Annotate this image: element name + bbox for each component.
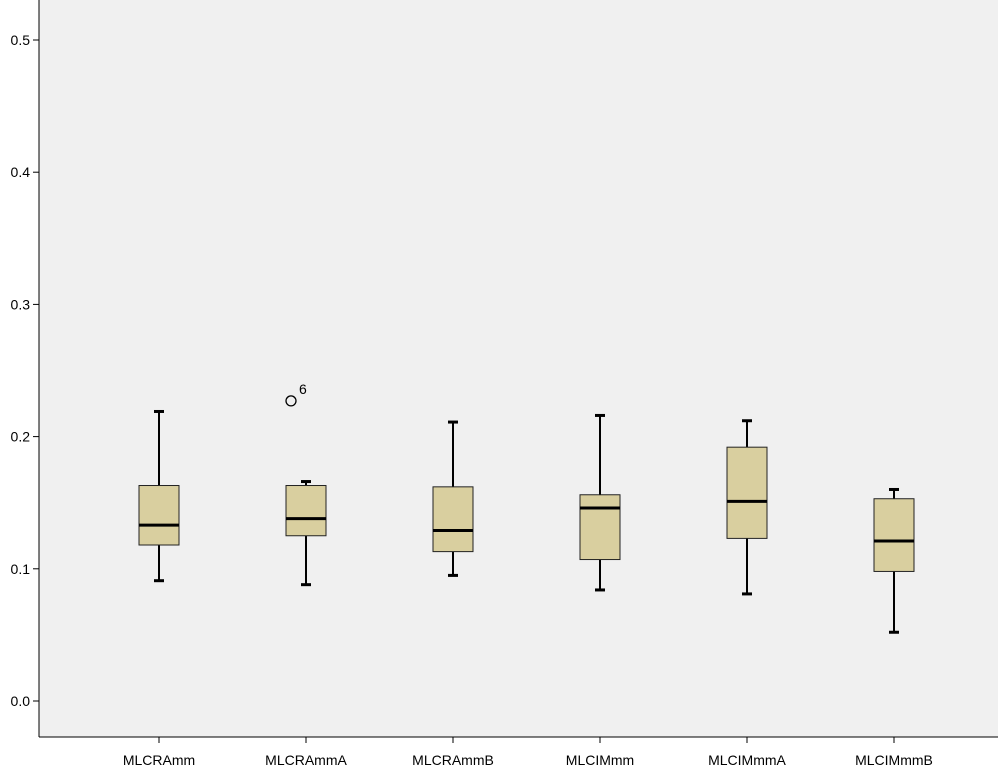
y-tick-label: 0.4 xyxy=(11,164,31,180)
y-tick-label: 0.1 xyxy=(11,561,31,577)
x-tick-label: MLCRAmmA xyxy=(265,752,347,768)
x-tick-label: MLCIMmmB xyxy=(855,752,933,768)
box-iqr xyxy=(579,494,621,561)
x-tick-label: MLCIMmmA xyxy=(708,752,786,768)
box-MLCRAmm xyxy=(138,409,180,583)
x-tick-label: MLCRAmmB xyxy=(412,752,494,768)
plot-area xyxy=(39,0,998,737)
box-MLCIMmmA xyxy=(726,419,768,596)
box-iqr xyxy=(873,498,915,572)
y-tick-label: 0.3 xyxy=(11,296,31,312)
box-MLCIMmm xyxy=(579,413,621,592)
y-tick-label: 0.0 xyxy=(11,693,31,709)
x-tick-label: MLCIMmm xyxy=(566,752,634,768)
outlier-point xyxy=(285,395,297,407)
x-tick-label: MLCRAmm xyxy=(123,752,195,768)
box-iqr xyxy=(138,485,180,546)
box-iqr xyxy=(285,485,327,537)
box-MLCRAmmB xyxy=(432,420,474,577)
y-tick-label: 0.2 xyxy=(11,429,31,445)
y-tick-label: 0.5 xyxy=(11,32,31,48)
box-MLCIMmmB xyxy=(873,487,915,634)
box-iqr xyxy=(726,446,768,539)
box-iqr xyxy=(432,486,474,553)
x-axis: MLCRAmm MLCRAmmA MLCRAmmB MLCIMmm MLCIMmmA ML… xyxy=(39,736,998,768)
outlier-label: 6 xyxy=(299,381,307,397)
boxes: 6 xyxy=(138,381,915,634)
y-axis: 0.0 0.1 0.2 0.3 0.4 0.5 xyxy=(11,0,40,737)
box-MLCRAmmA: 6 xyxy=(285,381,327,587)
